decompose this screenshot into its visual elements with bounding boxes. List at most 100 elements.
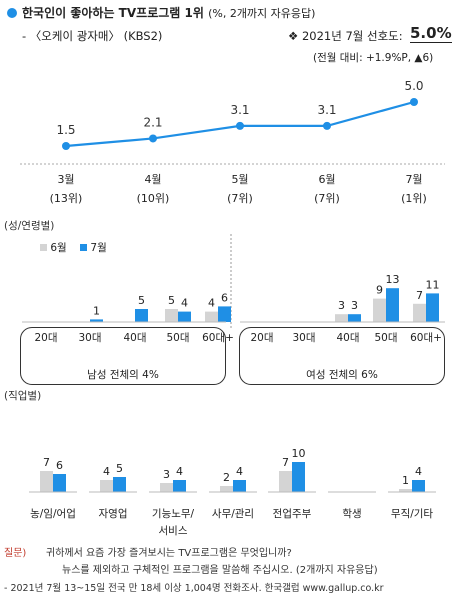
occ-july-bar-7: [412, 480, 425, 492]
legend-swatch-july: [80, 244, 88, 251]
occupation-label-text: 자영업: [98, 508, 128, 520]
trend-month-label-1: 3월: [57, 173, 74, 186]
chart-title: 한국인이 좋아하는 TV프로그램 1위 (%, 2개까지 자유응답): [22, 4, 315, 21]
trend-month-label-2: 4월: [144, 173, 161, 186]
trend-month-label-3: 5월: [231, 173, 248, 186]
occ-june-bar-7: [399, 489, 412, 492]
june-bar-10: [413, 303, 426, 322]
title-text: 한국인이 좋아하는 TV프로그램 1위: [22, 6, 204, 20]
age-label-4: 50대: [166, 332, 190, 344]
occ-july-value-label-1: 6: [56, 459, 63, 472]
trend-value-label-2: 2.1: [143, 115, 162, 129]
question-line-2: 뉴스를 제외하고 구체적인 프로그램을 말씀해 주십시오. (2개까지 자유응답…: [62, 565, 378, 576]
preference-label: ❖ 2021년 7월 선호도:: [288, 29, 403, 43]
trend-point-3: [236, 121, 244, 130]
july-bar-9: [386, 288, 399, 322]
occ-june-value-label-3: 3: [163, 468, 170, 481]
occ-july-value-label-5: 10: [292, 447, 306, 460]
occ-july-bar-2: [113, 477, 126, 492]
july-bar-8: [348, 314, 361, 322]
occupation-label-text: 농/임/어업: [30, 508, 76, 520]
occupation-label-6: 학생: [320, 506, 384, 523]
occ-july-bar-4: [233, 480, 246, 492]
trend-month-label-5: 7월: [405, 173, 422, 186]
occupation-section-label: (직업별): [4, 390, 42, 402]
occ-june-value-label-2: 4: [103, 465, 110, 478]
occ-june-value-label-5: 7: [282, 456, 289, 469]
occupation-label-text: 사무/관리: [211, 508, 255, 520]
july-value-label-4: 4: [181, 297, 188, 310]
june-bar-5: [205, 311, 218, 322]
male-group-box: [20, 327, 226, 385]
occupation-label-text: 기능노무/: [151, 508, 195, 520]
occupation-labels: 농/임/어업 자영업 기능노무/서비스 사무/관리 전업주부 학생 무직/기타: [0, 502, 463, 542]
july-bar-2: [90, 319, 103, 322]
occ-july-value-label-3: 4: [176, 465, 183, 478]
july-bar-4: [178, 311, 191, 322]
occ-july-bar-1: [53, 474, 66, 492]
july-value-label-2: 1: [93, 304, 100, 317]
title-note: (%, 2개까지 자유응답): [208, 7, 316, 20]
trend-value-label-1: 1.5: [56, 123, 75, 137]
trend-rank-label-3: (7위): [227, 192, 253, 205]
age-label-1: 20대: [34, 332, 58, 344]
june-value-label-8: 3: [338, 299, 345, 312]
month-change: (전월 대비: +1.9%P, ▲6): [313, 52, 434, 64]
source-note: - 2021년 7월 13~15일 전국 만 18세 이상 1,004명 전화조…: [4, 583, 384, 594]
june-bar-4: [165, 309, 178, 322]
occupation-label-3: 기능노무/서비스: [141, 506, 205, 540]
title-bullet-icon: [7, 8, 17, 18]
occupation-label-7: 무직/기타: [380, 506, 444, 523]
occ-june-bar-1: [40, 471, 53, 492]
age-label-7: 30대: [292, 332, 316, 344]
preference-value: 5.0%: [410, 24, 452, 43]
occupation-label-text: 전업주부: [272, 508, 312, 520]
june-bar-8: [335, 314, 348, 322]
occ-july-value-label-7: 4: [415, 465, 422, 478]
july-value-label-5: 6: [221, 291, 228, 304]
occupation-label-5: 전업주부: [260, 506, 324, 523]
july-value-label-9: 13: [386, 273, 400, 286]
june-value-label-10: 7: [416, 289, 423, 302]
trend-rank-label-4: (7위): [314, 192, 340, 205]
occ-july-value-label-4: 4: [236, 465, 243, 478]
trend-month-label-4: 6월: [318, 173, 335, 186]
legend: 6월 7월: [40, 240, 107, 255]
question-line-1: 귀하께서 요즘 가장 즐겨보시는 TV프로그램은 무엇입니까?: [46, 548, 292, 559]
july-bar-5: [218, 306, 231, 322]
trend-value-label-4: 3.1: [317, 103, 336, 117]
july-value-label-8: 3: [351, 299, 358, 312]
occupation-label-2: 자영업: [81, 506, 145, 523]
age-label-6: 20대: [250, 332, 274, 344]
trend-point-4: [323, 121, 331, 130]
trend-point-1: [62, 142, 70, 150]
question-tag: 질문): [4, 548, 27, 559]
age-label-3: 40대: [123, 332, 147, 344]
june-value-label-4: 5: [168, 294, 175, 307]
age-label-5: 60대+: [202, 332, 234, 344]
occ-june-bar-5: [279, 471, 292, 492]
age-label-8: 40대: [336, 332, 360, 344]
trend-point-2: [149, 134, 157, 143]
trend-rank-label-2: (10위): [137, 192, 170, 205]
july-value-label-3: 5: [138, 294, 145, 307]
occupation-label-4: 사무/관리: [201, 506, 265, 523]
occ-june-value-label-4: 2: [223, 471, 230, 484]
female-total-note: 여성 전체의 6%: [306, 369, 378, 381]
occ-june-bar-2: [100, 480, 113, 492]
trend-rank-label-1: (13위): [50, 192, 83, 205]
gender-age-section-label: (성/연령별): [4, 220, 55, 232]
male-total-note: 남성 전체의 4%: [87, 369, 159, 381]
july-bar-3: [135, 309, 148, 322]
occupation-label-text-line2: 서비스: [158, 525, 188, 537]
legend-swatch-june: [40, 244, 47, 251]
trend-rank-label-5: (1위): [401, 192, 427, 205]
occ-june-bar-4: [220, 486, 233, 492]
occ-june-bar-3: [160, 483, 173, 492]
occ-july-bar-3: [173, 480, 186, 492]
occ-june-value-label-7: 1: [402, 474, 409, 487]
female-group-box: [239, 327, 445, 385]
occ-july-value-label-2: 5: [116, 462, 123, 475]
